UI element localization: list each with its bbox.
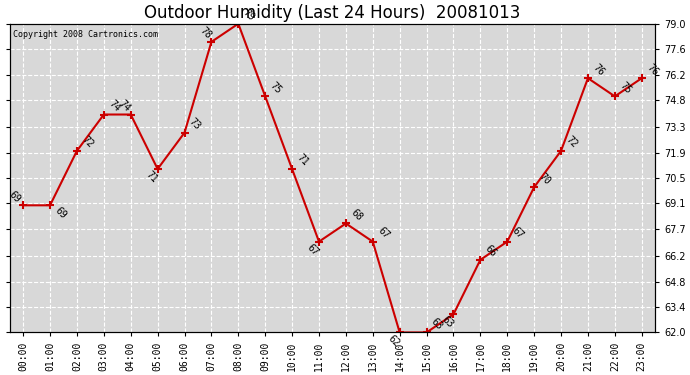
Text: 63: 63 <box>429 316 445 332</box>
Text: 73: 73 <box>187 117 203 132</box>
Text: 62: 62 <box>386 333 401 348</box>
Text: 75: 75 <box>268 80 284 96</box>
Text: 76: 76 <box>591 62 606 77</box>
Text: 74: 74 <box>106 98 122 114</box>
Text: 72: 72 <box>80 135 95 150</box>
Text: 71: 71 <box>144 170 159 185</box>
Text: Copyright 2008 Cartronics.com: Copyright 2008 Cartronics.com <box>13 30 158 39</box>
Text: 72: 72 <box>564 135 579 150</box>
Text: 67: 67 <box>510 225 525 241</box>
Text: 69: 69 <box>6 189 22 204</box>
Text: 67: 67 <box>375 225 391 241</box>
Text: 67: 67 <box>305 242 320 258</box>
Text: 68: 68 <box>348 207 364 223</box>
Text: 76: 76 <box>644 62 660 77</box>
Text: 75: 75 <box>618 80 633 96</box>
Text: 79: 79 <box>241 8 257 23</box>
Text: 63: 63 <box>440 315 455 330</box>
Text: 74: 74 <box>117 98 132 114</box>
Text: 70: 70 <box>537 171 552 186</box>
Text: 78: 78 <box>197 26 213 41</box>
Title: Outdoor Humidity (Last 24 Hours)  20081013: Outdoor Humidity (Last 24 Hours) 2008101… <box>144 4 521 22</box>
Text: 71: 71 <box>295 153 310 168</box>
Text: 69: 69 <box>53 206 68 221</box>
Text: 66: 66 <box>483 244 498 259</box>
